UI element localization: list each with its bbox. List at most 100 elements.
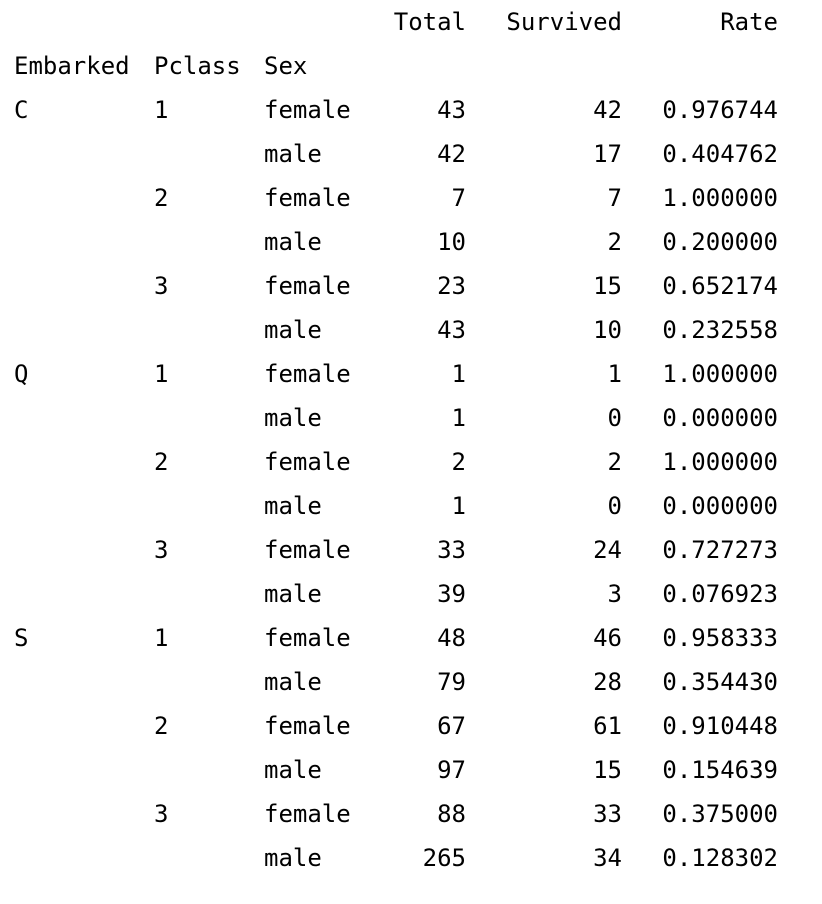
cell-total: 43 xyxy=(437,316,466,344)
cell-rate: 0.000000 xyxy=(662,404,778,432)
cell-rate: 1.000000 xyxy=(662,448,778,476)
cell-sex: female xyxy=(264,184,351,212)
table-row: male 265 34 0.128302 xyxy=(0,836,822,880)
cell-sex: male xyxy=(264,580,322,608)
table-row: male 1 0 0.000000 xyxy=(0,484,822,528)
cell-rate: 0.154639 xyxy=(662,756,778,784)
cell-total: 23 xyxy=(437,272,466,300)
table-row: male 97 15 0.154639 xyxy=(0,748,822,792)
cell-survived: 17 xyxy=(593,140,622,168)
table-row: male 10 2 0.200000 xyxy=(0,220,822,264)
cell-pclass: 2 xyxy=(154,448,169,476)
cell-pclass: 3 xyxy=(154,536,169,564)
cell-total: 79 xyxy=(437,668,466,696)
table-body: C 1 female 43 42 0.976744 male 42 17 0.404762 2 fem… xyxy=(0,88,822,880)
cell-total: 42 xyxy=(437,140,466,168)
table-row: 3 female 88 33 0.375000 xyxy=(0,792,822,836)
cell-survived: 0 xyxy=(607,404,622,432)
cell-survived: 2 xyxy=(607,228,622,256)
cell-survived: 33 xyxy=(593,800,622,828)
table-row: male 79 28 0.354430 xyxy=(0,660,822,704)
column-header-survived: Survived xyxy=(506,8,622,36)
cell-survived: 61 xyxy=(593,712,622,740)
dataframe-table: Total Survived Rate Embarked Pclass Sex … xyxy=(0,0,822,880)
table-row: male 43 10 0.232558 xyxy=(0,308,822,352)
cell-survived: 15 xyxy=(593,756,622,784)
cell-rate: 0.232558 xyxy=(662,316,778,344)
cell-sex: male xyxy=(264,492,322,520)
table-row: 3 female 33 24 0.727273 xyxy=(0,528,822,572)
cell-embarked: Q xyxy=(14,360,29,388)
cell-rate: 0.404762 xyxy=(662,140,778,168)
cell-total: 67 xyxy=(437,712,466,740)
cell-survived: 46 xyxy=(593,624,622,652)
cell-embarked: S xyxy=(14,624,29,652)
table-row: 3 female 23 15 0.652174 xyxy=(0,264,822,308)
cell-pclass: 2 xyxy=(154,712,169,740)
cell-rate: 0.375000 xyxy=(662,800,778,828)
cell-survived: 28 xyxy=(593,668,622,696)
cell-sex: female xyxy=(264,712,351,740)
cell-rate: 0.976744 xyxy=(662,96,778,124)
table-row: 2 female 2 2 1.000000 xyxy=(0,440,822,484)
cell-sex: male xyxy=(264,404,322,432)
cell-sex: male xyxy=(264,756,322,784)
index-name-pclass: Pclass xyxy=(154,52,241,80)
cell-survived: 3 xyxy=(607,580,622,608)
column-header-rate: Rate xyxy=(720,8,778,36)
table-row: 2 female 67 61 0.910448 xyxy=(0,704,822,748)
cell-rate: 0.910448 xyxy=(662,712,778,740)
cell-total: 48 xyxy=(437,624,466,652)
cell-rate: 0.200000 xyxy=(662,228,778,256)
cell-survived: 15 xyxy=(593,272,622,300)
cell-total: 1 xyxy=(451,360,466,388)
cell-rate: 0.727273 xyxy=(662,536,778,564)
cell-survived: 1 xyxy=(607,360,622,388)
index-name-embarked: Embarked xyxy=(14,52,130,80)
cell-embarked: C xyxy=(14,96,29,124)
cell-sex: male xyxy=(264,316,322,344)
cell-sex: male xyxy=(264,140,322,168)
cell-rate: 1.000000 xyxy=(662,184,778,212)
table-row: male 42 17 0.404762 xyxy=(0,132,822,176)
cell-rate: 0.652174 xyxy=(662,272,778,300)
column-header-total: Total xyxy=(393,8,466,36)
cell-sex: female xyxy=(264,448,351,476)
cell-pclass: 2 xyxy=(154,184,169,212)
table-row: male 39 3 0.076923 xyxy=(0,572,822,616)
cell-rate: 0.076923 xyxy=(662,580,778,608)
cell-survived: 10 xyxy=(593,316,622,344)
cell-total: 265 xyxy=(422,844,466,872)
table-row: Q 1 female 1 1 1.000000 xyxy=(0,352,822,396)
cell-total: 7 xyxy=(451,184,466,212)
table-row: male 1 0 0.000000 xyxy=(0,396,822,440)
cell-rate: 0.354430 xyxy=(662,668,778,696)
cell-sex: female xyxy=(264,800,351,828)
cell-total: 1 xyxy=(451,492,466,520)
cell-total: 1 xyxy=(451,404,466,432)
cell-pclass: 3 xyxy=(154,800,169,828)
cell-sex: female xyxy=(264,624,351,652)
table-row: S 1 female 48 46 0.958333 xyxy=(0,616,822,660)
cell-pclass: 1 xyxy=(154,360,169,388)
cell-sex: female xyxy=(264,96,351,124)
cell-total: 39 xyxy=(437,580,466,608)
table-row: 2 female 7 7 1.000000 xyxy=(0,176,822,220)
cell-survived: 24 xyxy=(593,536,622,564)
cell-rate: 0.000000 xyxy=(662,492,778,520)
cell-survived: 0 xyxy=(607,492,622,520)
cell-total: 43 xyxy=(437,96,466,124)
cell-total: 2 xyxy=(451,448,466,476)
table-row: C 1 female 43 42 0.976744 xyxy=(0,88,822,132)
cell-pclass: 1 xyxy=(154,624,169,652)
cell-rate: 1.000000 xyxy=(662,360,778,388)
cell-pclass: 3 xyxy=(154,272,169,300)
cell-pclass: 1 xyxy=(154,96,169,124)
cell-sex: female xyxy=(264,272,351,300)
cell-survived: 34 xyxy=(593,844,622,872)
cell-sex: female xyxy=(264,360,351,388)
cell-survived: 2 xyxy=(607,448,622,476)
column-header-row: Total Survived Rate xyxy=(0,0,822,44)
cell-total: 33 xyxy=(437,536,466,564)
